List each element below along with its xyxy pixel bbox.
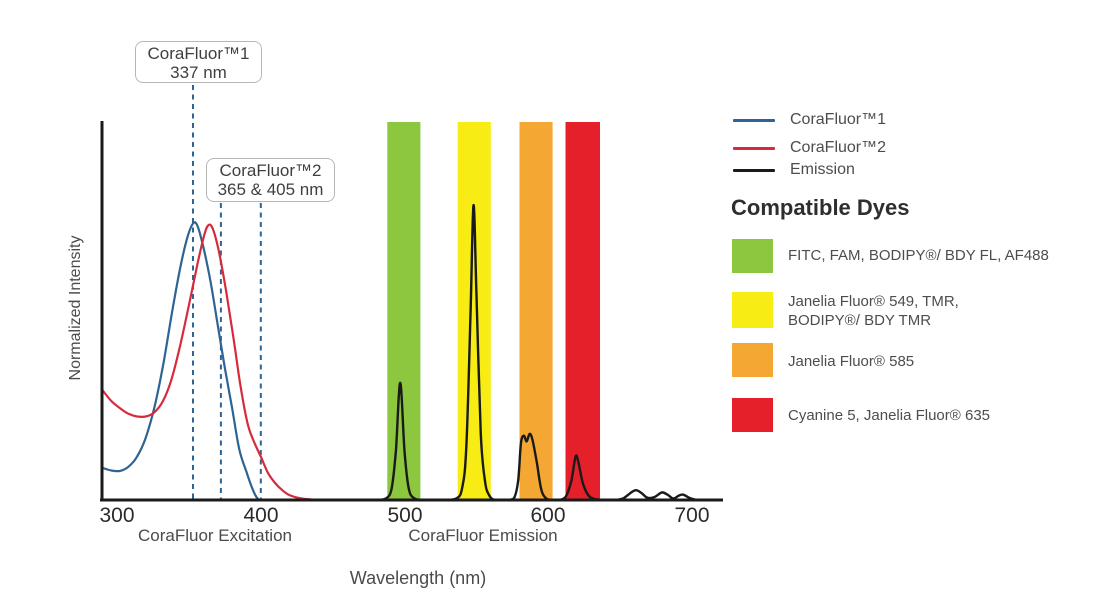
series-curve-1 bbox=[101, 223, 363, 502]
dye-label-red-line1: Cyanine 5, Janelia Fluor® 635 bbox=[788, 407, 991, 424]
dye-label-yellow-line2: BODIPY®/ BDY TMR bbox=[788, 312, 932, 329]
callout-corafluor1: CoraFluor™1 337 nm bbox=[135, 41, 262, 83]
dye-label-orange: Janelia Fluor® 585 bbox=[788, 352, 914, 371]
legend-label-corafluor2: CoraFluor™2 bbox=[790, 139, 887, 156]
tick-600: 600 bbox=[530, 504, 566, 527]
legend-label-emission: Emission bbox=[790, 161, 855, 178]
dye-label-green: FITC, FAM, BODIPY®/ BDY FL, AF488 bbox=[788, 246, 1049, 265]
filter-band-1 bbox=[457, 122, 491, 500]
callout-corafluor2-name: CoraFluor™2 bbox=[219, 161, 322, 180]
legend-line-emission bbox=[733, 169, 775, 172]
spectra-chart bbox=[100, 85, 723, 502]
dye-label-red: Cyanine 5, Janelia Fluor® 635 bbox=[788, 406, 990, 425]
callout-corafluor1-wavelength: 337 nm bbox=[170, 63, 227, 82]
tick-300: 300 bbox=[99, 504, 135, 527]
filter-band-3 bbox=[565, 122, 600, 500]
tick-500: 500 bbox=[387, 504, 423, 527]
compatible-dyes-heading: Compatible Dyes bbox=[731, 195, 910, 220]
tick-400: 400 bbox=[243, 504, 279, 527]
series-curve-0 bbox=[101, 221, 261, 502]
dye-swatch-orange bbox=[732, 343, 773, 377]
emission-section-label: CoraFluor Emission bbox=[408, 526, 558, 545]
dye-label-green-line1: FITC, FAM, BODIPY®/ BDY FL, AF488 bbox=[788, 247, 1049, 264]
legend-label-corafluor1: CoraFluor™1 bbox=[790, 111, 887, 128]
excitation-section-label: CoraFluor Excitation bbox=[137, 526, 293, 545]
dye-swatch-red bbox=[732, 398, 773, 432]
callout-corafluor1-name: CoraFluor™1 bbox=[147, 44, 250, 63]
legend-line-corafluor1 bbox=[733, 119, 775, 122]
callout-corafluor2: CoraFluor™2 365 & 405 nm bbox=[206, 158, 335, 202]
tick-700: 700 bbox=[674, 504, 710, 527]
filter-band-2 bbox=[519, 122, 553, 500]
y-axis-label: Normalized Intensity bbox=[67, 235, 84, 381]
callout-corafluor2-wavelength: 365 & 405 nm bbox=[217, 180, 324, 199]
x-axis-label: Wavelength (nm) bbox=[349, 568, 487, 588]
dye-label-yellow-line1: Janelia Fluor® 549, TMR, bbox=[788, 293, 959, 310]
dye-label-orange-line1: Janelia Fluor® 585 bbox=[788, 353, 915, 370]
dye-swatch-yellow bbox=[732, 292, 773, 328]
dye-swatch-green bbox=[732, 239, 773, 273]
dye-label-yellow: Janelia Fluor® 549, TMR, BODIPY®/ BDY TM… bbox=[788, 292, 959, 330]
legend-line-corafluor2 bbox=[733, 147, 775, 150]
